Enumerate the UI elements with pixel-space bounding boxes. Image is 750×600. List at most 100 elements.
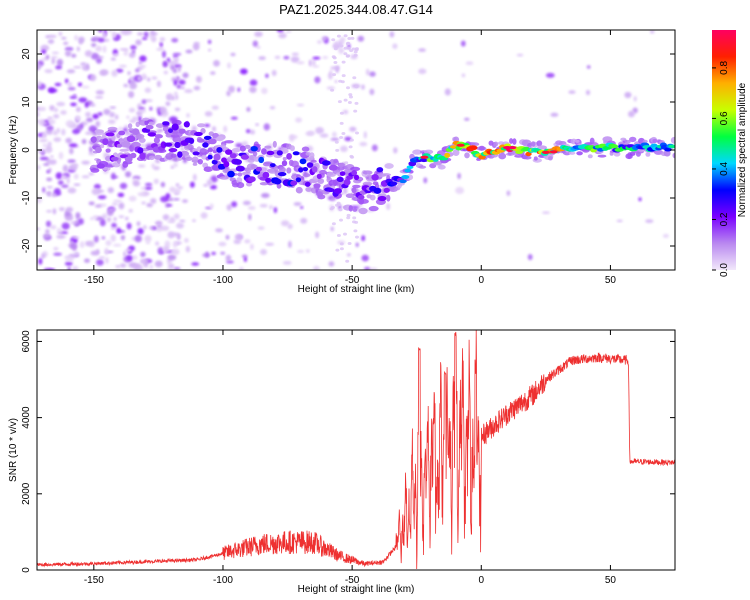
spectrogram-noise-cell <box>67 187 77 194</box>
spectrogram-noise-cell <box>307 130 315 136</box>
spectrogram-noise-cell <box>205 251 209 258</box>
spectrogram-ridge-cell <box>171 123 179 131</box>
spectrogram-ridge-cell <box>137 147 144 154</box>
spectrogram-noise-cell <box>123 125 130 129</box>
spectrogram-noise-cell <box>81 85 90 89</box>
spectrogram-noise-cell <box>338 208 343 212</box>
spectrogram-noise-cell <box>84 101 89 108</box>
spectrogram-x-tick-label: -50 <box>345 275 360 286</box>
spectrogram-noise-cell <box>173 198 180 201</box>
spectrogram-ridge-cell <box>304 181 311 187</box>
spectrogram-noise-cell <box>162 245 170 253</box>
spectrogram-noise-cell <box>73 66 82 69</box>
spectrogram-ridge-cell <box>311 166 318 173</box>
spectrogram-noise-cell <box>250 129 256 135</box>
spectrogram-ridge-halo <box>589 137 595 145</box>
spectrogram-ridge-halo <box>231 148 241 153</box>
spectrogram-ridge-halo <box>336 172 341 176</box>
spectrogram-noise-cell <box>119 263 127 268</box>
spectrogram-noise-cell <box>248 213 252 221</box>
spectrogram-noise-cell <box>347 101 352 104</box>
spectrogram-ridge-cell <box>376 167 384 173</box>
spectrogram-noise-cell <box>105 257 109 264</box>
spectrogram-noise-cell <box>101 236 106 240</box>
spectrogram-noise-cell <box>74 34 79 41</box>
spectrogram-ridge-halo <box>119 148 129 152</box>
spectrogram-ridge-halo <box>548 156 553 161</box>
spectrogram-hot-cell <box>549 150 558 154</box>
spectrogram-ridge-halo <box>278 166 286 173</box>
spectrogram-ridge-cell <box>248 176 256 183</box>
spectrogram-ridge-halo <box>191 156 199 164</box>
spectrogram-ridge-halo <box>90 168 100 173</box>
spectrogram-y-tick-label: -10 <box>21 190 32 205</box>
snr-x-tick-label: 0 <box>478 575 484 586</box>
spectrogram-noise-cell <box>210 185 217 190</box>
spectrogram-noise-cell <box>361 235 366 242</box>
spectrogram-noise-cell <box>332 56 337 60</box>
spectrogram-noise-cell <box>84 258 90 263</box>
spectrogram-noise-cell <box>330 66 339 70</box>
spectrogram-ridge-halo <box>197 123 206 128</box>
spectrogram-ridge-cell <box>225 149 233 155</box>
spectrogram-noise-cell <box>68 143 78 148</box>
spectrogram-noise-cell <box>118 202 125 210</box>
spectrogram-noise-cell <box>85 131 92 135</box>
spectrogram-noise-cell <box>56 234 65 239</box>
spectrogram-noise-cell <box>151 76 158 80</box>
spectrogram-noise-cell <box>142 225 147 230</box>
spectrogram-noise-cell <box>109 111 116 118</box>
spectrogram-noise-cell <box>170 165 174 169</box>
spectrogram-noise-cell <box>132 49 136 54</box>
spectrogram-noise-cell <box>61 175 67 180</box>
spectrogram-noise-cell <box>317 40 322 44</box>
snr-y-tick-label: 0 <box>21 567 32 573</box>
spectrogram-noise-cell <box>339 44 344 48</box>
spectrogram-ridge-halo <box>509 138 514 144</box>
spectrogram-ridge-halo <box>437 164 446 170</box>
spectrogram-ridge-halo <box>203 166 213 172</box>
spectrogram-noise-cell <box>230 116 238 120</box>
spectrogram-noise-cell <box>125 216 129 221</box>
spectrogram-noise-cell <box>244 239 251 244</box>
spectrogram-noise-cell <box>263 123 270 131</box>
spectrogram-ridge-cell <box>116 143 123 148</box>
spectrogram-noise-cell <box>293 202 302 206</box>
spectrogram-ridge-halo <box>653 149 664 155</box>
spectrogram-noise-cell <box>53 114 60 119</box>
spectrogram-noise-cell <box>353 50 358 54</box>
spectrogram-noise-cell <box>172 241 178 248</box>
spectrogram-noise-cell <box>321 36 328 41</box>
spectrogram-noise-cell <box>339 136 344 139</box>
spectrogram-noise-cell <box>215 228 223 233</box>
spectrogram-ridge-halo <box>219 176 229 180</box>
spectrogram-noise-cell <box>312 65 320 68</box>
spectrogram-noise-cell <box>211 126 217 132</box>
spectrogram-noise-cell <box>312 60 316 66</box>
spectrogram-ridge-halo <box>185 156 193 161</box>
spectrogram-noise-cell <box>150 198 157 204</box>
spectrogram-noise-cell <box>645 219 654 224</box>
spectrogram-noise-cell <box>218 241 227 247</box>
spectrogram-noise-cell <box>171 65 175 71</box>
spectrogram-ridge-halo <box>384 163 394 169</box>
spectrogram-noise-cell <box>73 183 81 186</box>
spectrogram-y-tick-label: -20 <box>21 238 32 253</box>
spectrogram-noise-cell <box>50 225 57 230</box>
spectrogram-noise-cell <box>289 134 295 142</box>
spectrogram-noise-cell <box>167 231 175 239</box>
spectrogram-noise-cell <box>46 209 53 213</box>
spectrogram-ridge-cell <box>295 177 302 183</box>
spectrogram-noise-cell <box>168 197 174 202</box>
spectrogram-noise-cell <box>138 107 146 110</box>
spectrogram-noise-cell <box>346 46 351 50</box>
spectrogram-ridge-halo <box>523 155 532 160</box>
spectrogram-noise-cell <box>45 54 50 60</box>
spectrogram-noise-cell <box>291 52 299 56</box>
spectrogram-noise-cell <box>106 208 114 217</box>
spectrogram-ridge-cell <box>444 152 451 158</box>
spectrogram-noise-cell <box>352 220 356 224</box>
spectrogram-noise-cell <box>184 238 189 243</box>
spectrogram-ridge-cell <box>124 156 133 162</box>
